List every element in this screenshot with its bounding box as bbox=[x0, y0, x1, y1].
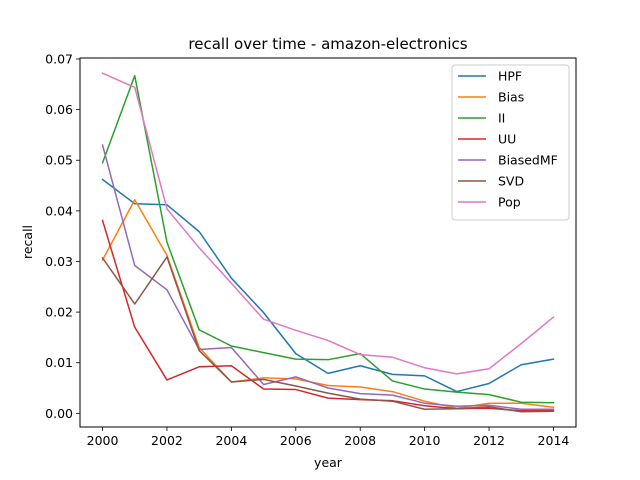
y-tick-label: 0.02 bbox=[45, 305, 73, 320]
legend-label-svd: SVD bbox=[498, 174, 524, 189]
x-tick-label: 2012 bbox=[473, 433, 505, 448]
series-line-hpf bbox=[101, 178, 555, 393]
y-tick-label: 0.07 bbox=[45, 52, 73, 67]
legend-label-bias: Bias bbox=[498, 90, 524, 105]
x-tick-label: 2002 bbox=[151, 433, 183, 448]
y-tick-label: 0.06 bbox=[45, 102, 73, 117]
legend-label-pop: Pop bbox=[498, 195, 521, 210]
x-axis: 2000 2002 2004 2006 2008 2010 2012 2014 bbox=[87, 427, 570, 448]
plot-frame bbox=[79, 57, 577, 428]
legend-label-ii: II bbox=[498, 111, 505, 126]
x-tick-label: 2000 bbox=[87, 433, 119, 448]
series-line-bias bbox=[101, 198, 555, 410]
y-axis: 0.00 0.01 0.02 0.03 0.04 0.05 0.06 0.07 bbox=[45, 52, 80, 421]
x-tick-label: 2004 bbox=[215, 433, 247, 448]
x-tick-label: 2010 bbox=[409, 433, 441, 448]
plot-area bbox=[101, 72, 555, 413]
series-line-svd bbox=[101, 256, 555, 413]
series-line-uu bbox=[101, 219, 555, 412]
y-tick-label: 0.04 bbox=[45, 203, 73, 218]
y-tick-label: 0.03 bbox=[45, 254, 73, 269]
legend-label-biasedmf: BiasedMF bbox=[498, 153, 558, 168]
y-tick-label: 0.00 bbox=[45, 406, 73, 421]
legend: HPF Bias II UU BiasedMF SVD Pop bbox=[451, 64, 570, 221]
x-tick-label: 2014 bbox=[538, 433, 570, 448]
y-axis-label: recall bbox=[20, 225, 35, 259]
legend-label-hpf: HPF bbox=[498, 69, 522, 84]
series-line-biasedmf bbox=[101, 144, 555, 411]
x-axis-label: year bbox=[314, 455, 343, 470]
chart-title: recall over time - amazon-electronics bbox=[188, 35, 467, 53]
series-line-pop bbox=[101, 72, 555, 375]
x-tick-label: 2008 bbox=[344, 433, 376, 448]
y-tick-label: 0.05 bbox=[45, 153, 73, 168]
y-tick-label: 0.01 bbox=[45, 355, 73, 370]
x-tick-label: 2006 bbox=[280, 433, 312, 448]
series-line-ii bbox=[101, 74, 555, 404]
legend-label-uu: UU bbox=[498, 132, 516, 147]
